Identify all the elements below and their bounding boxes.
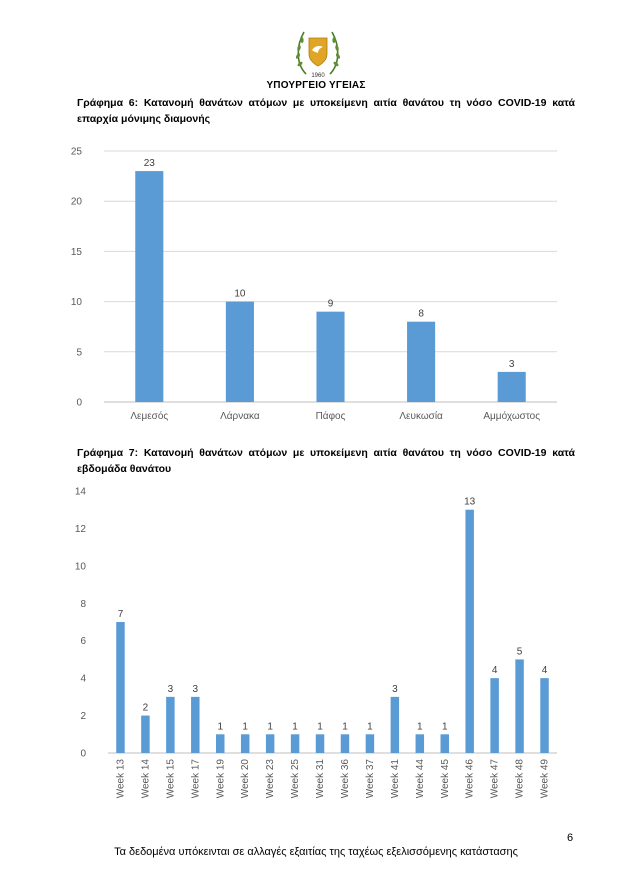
category-label: Λευκωσία [399,410,443,422]
data-label: 9 [328,299,334,310]
svg-text:1960: 1960 [311,73,325,79]
y-tick-label: 20 [71,197,83,208]
category-label: Λάρνακα [220,410,260,422]
category-label: Λεμεσός [130,410,168,422]
data-label: 23 [144,158,156,169]
bar [407,321,436,402]
figure-7-caption: Γράφημα 7: Κατανομή θανάτων ατόμων με υπ… [77,447,575,475]
bar [497,371,526,402]
data-label: 8 [418,309,424,320]
figure-6-caption: Γράφημα 6: Κατανομή θανάτων ατόμων με υπ… [77,97,575,125]
data-label: 10 [234,289,246,300]
bar [135,171,164,402]
y-tick-label: 15 [71,247,83,258]
y-tick-label: 10 [71,297,83,308]
data-label: 3 [509,359,515,370]
ministry-title: ΥΠΟΥΡΓΕΙΟ ΥΓΕΙΑΣ [266,80,366,91]
bar [225,301,254,402]
y-tick-label: 25 [71,147,83,158]
page-number: 6 [567,832,574,844]
category-label: Αμμόχωστος [483,410,540,422]
category-label: Πάφος [316,410,346,422]
bar [316,311,345,402]
y-tick-label: 5 [76,347,82,358]
footer-note: Τα δεδομένα υπόκεινται σε αλλαγές εξαιτί… [114,846,518,858]
cyprus-coat-of-arms-icon: 1960 [295,31,341,79]
y-tick-label: 0 [76,398,82,409]
